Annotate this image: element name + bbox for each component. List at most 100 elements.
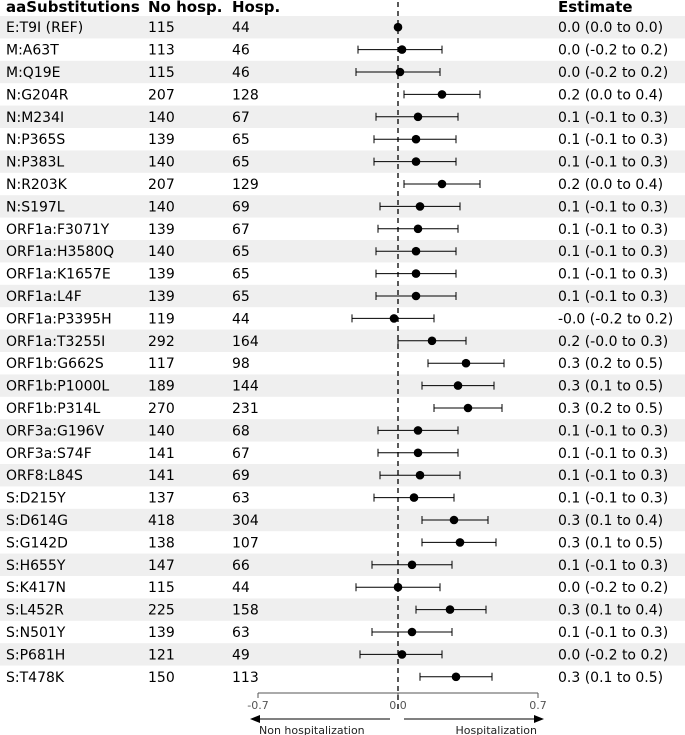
row-estimate: 0.0 (-0.2 to 0.2): [558, 65, 668, 81]
row-substitution: S:K417N: [6, 580, 66, 596]
estimate-point: [409, 493, 419, 502]
row-band: [0, 553, 685, 576]
row-band: [0, 419, 685, 442]
row-hosp: 44: [232, 20, 250, 36]
row-no-hosp: 189: [148, 379, 175, 395]
row-no-hosp: 140: [148, 423, 175, 439]
row-substitution: M:Q19E: [6, 65, 60, 81]
row-hosp: 69: [232, 468, 250, 484]
estimate-point: [415, 470, 425, 480]
row-no-hosp: 117: [148, 356, 175, 372]
row-substitution: S:D215Y: [6, 491, 66, 507]
row-hosp: 113: [232, 670, 259, 686]
row-no-hosp: 137: [148, 491, 175, 507]
row-hosp: 304: [232, 513, 259, 529]
row-substitution: S:L452R: [6, 603, 64, 619]
row-hosp: 65: [232, 155, 250, 171]
arrow-right-head-icon: [534, 715, 544, 723]
row-hosp: 49: [232, 647, 250, 663]
row-hosp: 144: [232, 379, 259, 395]
row-estimate: 0.1 (-0.1 to 0.3): [558, 199, 668, 215]
row-no-hosp: 115: [148, 580, 175, 596]
row-substitution: N:G204R: [6, 87, 69, 103]
row-substitution: ORF3a:S74F: [6, 446, 92, 462]
row-substitution: ORF1a:P3395H: [6, 311, 112, 327]
row-hosp: 65: [232, 289, 250, 305]
row-no-hosp: 270: [148, 401, 175, 417]
estimate-point: [397, 45, 407, 54]
row-band: [0, 150, 685, 173]
row-substitution: N:M234I: [6, 110, 64, 126]
row-hosp: 67: [232, 110, 250, 126]
row-substitution: E:T9I (REF): [6, 20, 83, 36]
row-hosp: 129: [232, 177, 259, 193]
row-estimate: 0.2 (-0.0 to 0.3): [558, 334, 668, 350]
row-no-hosp: 139: [148, 222, 175, 238]
row-no-hosp: 119: [148, 311, 175, 327]
estimate-point: [411, 246, 421, 256]
row-substitution: ORF1a:L4F: [6, 289, 82, 305]
estimate-point: [445, 605, 455, 614]
row-bands: [0, 16, 685, 666]
row-substitution: N:R203K: [6, 177, 68, 193]
row-band: [0, 643, 685, 666]
estimate-point: [437, 90, 447, 99]
row-no-hosp: 225: [148, 603, 175, 619]
row-hosp: 128: [232, 87, 259, 103]
direction-label-left: Non hospitalization: [259, 724, 365, 735]
row-substitution: S:T478K: [6, 670, 65, 686]
row-substitution: N:P365S: [6, 132, 65, 148]
estimate-point: [411, 291, 421, 301]
estimate-point: [413, 426, 423, 435]
row-estimate: 0.1 (-0.1 to 0.3): [558, 244, 668, 260]
estimate-point: [455, 538, 465, 547]
row-estimate: 0.1 (-0.1 to 0.3): [558, 155, 668, 171]
row-hosp: 44: [232, 311, 250, 327]
row-estimate: 0.1 (-0.1 to 0.3): [558, 446, 668, 462]
header-hosp: Hosp.: [232, 0, 280, 16]
row-no-hosp: 418: [148, 513, 175, 529]
estimate-point: [461, 358, 471, 368]
row-estimate: 0.2 (0.0 to 0.4): [558, 177, 663, 193]
row-estimate: 0.1 (-0.1 to 0.3): [558, 110, 668, 126]
row-substitution: ORF8:L84S: [6, 468, 83, 484]
row-labels: E:T9I (REF) 115 44 0.0 (0.0 to 0.0) M:A63T 11…: [6, 20, 673, 686]
x-tick-label: 0.7: [529, 699, 547, 712]
row-no-hosp: 121: [148, 647, 175, 663]
row-no-hosp: 139: [148, 267, 175, 283]
row-substitution: ORF1b:G662S: [6, 356, 104, 372]
row-substitution: ORF1a:T3255I: [6, 334, 105, 350]
row-hosp: 63: [232, 625, 250, 641]
header-substitutions: aaSubstitutions: [6, 0, 140, 16]
row-estimate: 0.1 (-0.1 to 0.3): [558, 222, 668, 238]
row-no-hosp: 139: [148, 625, 175, 641]
row-substitution: ORF1a:F3071Y: [6, 222, 110, 238]
estimate-point: [411, 157, 421, 166]
estimate-point: [407, 627, 417, 637]
row-substitution: ORF1b:P1000L: [6, 379, 109, 395]
row-no-hosp: 150: [148, 670, 175, 686]
estimate-point: [413, 112, 423, 122]
row-band: [0, 195, 685, 218]
row-no-hosp: 113: [148, 43, 175, 59]
row-hosp: 66: [232, 558, 250, 574]
row-band: [0, 508, 685, 532]
row-estimate: 0.1 (-0.1 to 0.3): [558, 267, 668, 283]
row-no-hosp: 141: [148, 446, 175, 462]
row-hosp: 46: [232, 65, 250, 81]
row-no-hosp: 147: [148, 558, 175, 574]
row-band: [0, 16, 685, 39]
header-estimate: Estimate: [558, 0, 633, 16]
row-substitution: ORF1a:K1657E: [6, 267, 111, 283]
row-substitution: S:P681H: [6, 647, 65, 663]
estimate-point: [437, 179, 447, 189]
estimate-marks: [351, 22, 505, 682]
row-estimate: 0.1 (-0.1 to 0.3): [558, 468, 668, 484]
row-estimate: 0.0 (-0.2 to 0.2): [558, 647, 668, 663]
direction-arrows: Non hospitalization Hospitalization: [250, 715, 544, 735]
row-no-hosp: 139: [148, 132, 175, 148]
estimate-point: [449, 515, 459, 525]
estimate-point: [393, 22, 403, 32]
row-estimate: 0.2 (0.0 to 0.4): [558, 87, 663, 103]
